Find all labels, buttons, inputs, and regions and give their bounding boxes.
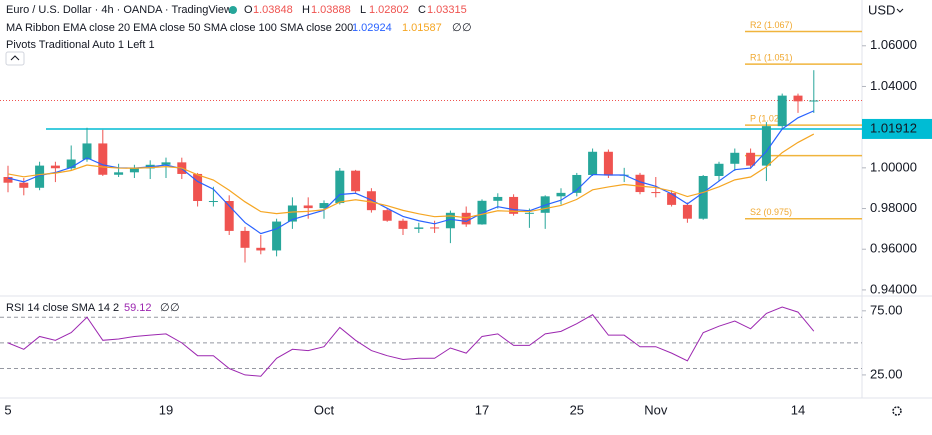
currency[interactable]: USD <box>868 2 895 17</box>
y-tick-label: 1.06000 <box>870 37 917 52</box>
candle-body <box>272 221 282 251</box>
pivot-label: S2 (0.975) <box>750 207 792 217</box>
x-tick-label: Nov <box>644 402 668 417</box>
y-tick-label: 0.94000 <box>870 281 917 296</box>
candle-body <box>667 193 677 205</box>
symbol-title: Euro / U.S. Dollar · 4h · OANDA · Tradin… <box>6 4 232 16</box>
rsi-na: ∅ <box>160 302 170 314</box>
settings-icon[interactable] <box>892 406 902 416</box>
x-tick-label: 25 <box>570 402 584 417</box>
x-tick-label: Oct <box>314 402 335 417</box>
candle-body <box>509 196 519 214</box>
ohlc-label: O <box>244 4 253 16</box>
candle-body <box>572 174 582 193</box>
ma-value: 1.01587 <box>402 22 442 34</box>
candle-body <box>461 212 471 225</box>
candle-body <box>351 170 361 192</box>
candle-body <box>161 162 171 165</box>
plot: 0.94000 0.96000 0.98000 1.00000 1.04000 1.060… <box>0 20 932 417</box>
ohlc-label: H <box>302 4 310 16</box>
candle-body <box>3 177 13 183</box>
candle-body <box>398 220 408 229</box>
candle-body <box>193 173 203 202</box>
candle-body <box>445 212 455 229</box>
candle-body <box>224 201 234 231</box>
ohlc-label: C <box>418 4 426 16</box>
rsi-legend: RSI 14 close SMA 14 2 <box>6 302 119 314</box>
candle-body <box>761 126 771 166</box>
candle-body <box>114 172 124 175</box>
candle-body <box>809 100 819 102</box>
ma-line <box>7 133 815 219</box>
rsi-na: ∅ <box>170 302 180 314</box>
candle-body <box>430 227 440 229</box>
candle-body <box>129 168 139 173</box>
y-tick-label: 0.98000 <box>870 200 917 215</box>
level-label-box <box>862 118 932 139</box>
candle-body <box>698 175 708 219</box>
candle-body <box>66 159 76 169</box>
candle-body <box>682 204 692 219</box>
collapse-button[interactable] <box>5 51 25 66</box>
candle-body <box>414 227 424 229</box>
ohlc-value: 1.02802 <box>369 4 409 16</box>
pivot-legend: Pivots Traditional Auto 1 Left 1 <box>6 39 155 51</box>
candle-body <box>635 174 645 193</box>
candle-body <box>50 165 60 169</box>
candle-body <box>382 210 392 221</box>
candle-body <box>82 143 92 160</box>
ma-legend: MA Ribbon EMA close 20 EMA close 50 SMA … <box>6 22 353 34</box>
y-tick-label: 1.00000 <box>870 159 917 174</box>
candle-body <box>319 203 329 209</box>
y-tick-label: 1.04000 <box>870 78 917 93</box>
pivot-label: R1 (1.051) <box>750 52 793 62</box>
pivot-label: P (1.021) <box>750 113 787 123</box>
ohlc-value: 1.03888 <box>311 4 351 16</box>
candle-body <box>335 170 345 204</box>
candle-body <box>603 151 613 176</box>
x-tick-label: 19 <box>159 402 173 417</box>
legend: Euro / U.S. Dollar · 4h · OANDA · Tradin… <box>5 2 904 416</box>
market-status <box>229 6 237 14</box>
candle-body <box>588 151 598 175</box>
y-tick-label: 25.00 <box>870 366 903 381</box>
ma-na: ∅ <box>462 22 472 34</box>
candle-body <box>98 143 108 175</box>
candle-body <box>256 247 266 251</box>
candle-body <box>524 212 534 214</box>
pivot-label: R2 (1.067) <box>750 20 793 30</box>
ohlc-value: 1.03848 <box>253 4 293 16</box>
ma-na: ∅ <box>452 22 462 34</box>
x-tick-label: 5 <box>4 402 11 417</box>
candle-body <box>240 230 250 248</box>
ohlc-value: 1.03315 <box>427 4 467 16</box>
y-tick-label: 0.96000 <box>870 241 917 256</box>
candle-body <box>35 165 45 188</box>
candle-body <box>777 95 787 127</box>
candle-body <box>493 196 503 201</box>
candle-body <box>287 205 297 222</box>
y-tick-label: 75.00 <box>870 302 903 317</box>
rsi-line <box>7 306 815 377</box>
candle-body <box>303 205 313 209</box>
candle-body <box>730 152 740 164</box>
candle-body <box>651 192 661 194</box>
x-tick-label: 14 <box>791 402 805 417</box>
ma-value: 1.02924 <box>352 22 392 34</box>
candle-body <box>208 201 218 203</box>
candle-body <box>19 182 29 188</box>
candle-body <box>714 163 724 176</box>
x-tick-label: 17 <box>475 402 489 417</box>
candle-body <box>793 95 803 102</box>
rsi-value: 59.12 <box>124 302 152 314</box>
collapse-icon <box>10 55 20 61</box>
ohlc-label: L <box>360 4 366 16</box>
level-label: 1.01912 <box>870 120 917 135</box>
currency-chevron <box>896 8 904 13</box>
candle-body <box>556 192 566 197</box>
candle-body <box>366 191 376 211</box>
candle-body <box>746 152 756 166</box>
